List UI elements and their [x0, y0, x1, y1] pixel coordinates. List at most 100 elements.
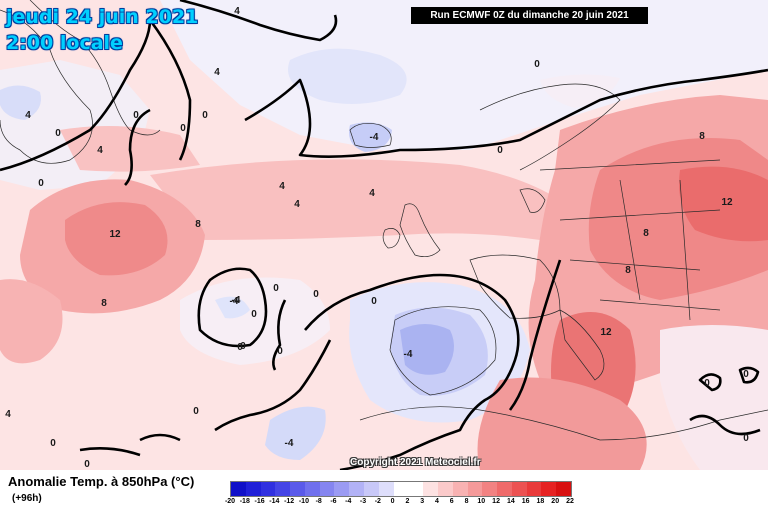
- contour-label: 0: [273, 283, 279, 294]
- scandinavia-outline: [479, 83, 621, 171]
- contour-label: 0: [313, 289, 319, 300]
- contour-label: 12: [600, 327, 612, 338]
- color-scale-swatch: [423, 482, 438, 496]
- color-scale-swatch: [349, 482, 365, 496]
- contour-label: 0: [55, 128, 61, 139]
- contour-label: -4: [232, 295, 241, 306]
- color-scale-swatch: [526, 482, 542, 496]
- eastern-europe-warm-core: [679, 166, 768, 242]
- contour-label: -4: [404, 349, 413, 360]
- azores-cold-patch: [215, 296, 250, 319]
- contour-label: 8: [195, 219, 201, 230]
- color-scale-swatch: [245, 482, 261, 496]
- north-atlantic-zero-contour: [244, 68, 768, 158]
- color-scale-tick-label: 4: [435, 498, 439, 505]
- contour-label: 8: [625, 265, 631, 276]
- canary-cold-patch: [265, 406, 326, 460]
- color-scale-tick-label: -16: [254, 498, 265, 505]
- west-atlantic-warm-core: [65, 202, 168, 276]
- color-scale-tick-label: 22: [566, 498, 574, 505]
- color-scale-tick-label: -20: [224, 498, 236, 505]
- contour-label: 0: [371, 296, 377, 307]
- contour-label: 0: [251, 309, 257, 320]
- color-scale-swatch: [541, 482, 557, 496]
- contour-label: -4: [370, 132, 379, 143]
- color-scale-tick-label: -4: [345, 498, 352, 505]
- iceland-outline: [349, 123, 392, 148]
- color-scale-tick-label: 16: [521, 498, 530, 505]
- contour-label: 12: [721, 197, 733, 208]
- color-scale-tick-label: 12: [492, 498, 500, 505]
- color-scale-swatch: [304, 482, 320, 496]
- contour-label: 0: [180, 123, 186, 134]
- iberia-zero-contour: [304, 273, 520, 470]
- contour-label: 4: [369, 188, 375, 199]
- contour-label: 0: [202, 110, 208, 121]
- southwest-warm-patch: [0, 279, 63, 364]
- greenland-zero-contour: [0, 18, 192, 172]
- italy-outline: [559, 309, 605, 381]
- color-scale-swatch: [378, 482, 394, 496]
- contour-label: 0: [193, 406, 199, 417]
- zero-isolines: [0, 0, 768, 470]
- contour-label: 0: [38, 178, 44, 189]
- color-scale-tick-label: -8: [315, 498, 322, 505]
- temperature-anomaly-map: 4 4 0 0 4 0 0 0 4 0 -4 4 4 8 12 8 0 -4 0…: [0, 0, 768, 470]
- north-africa-coast: [359, 406, 768, 441]
- model-run-label: Run ECMWF 0Z du dimanche 20 juin 2021: [411, 7, 648, 24]
- color-scale-swatch: [408, 482, 424, 496]
- contour-label: 8: [101, 298, 107, 309]
- forecast-lead-time: (+96h): [12, 493, 42, 504]
- azores-zero-contour: [197, 267, 268, 348]
- greenland-inner-contour: [124, 108, 151, 186]
- color-scale-tick-label: -18: [239, 498, 250, 505]
- contour-label: -4: [285, 438, 294, 449]
- color-scale-tick-label: -6: [330, 498, 337, 505]
- contour-label: 4: [279, 181, 285, 192]
- color-scale-tick-label: 18: [536, 498, 545, 505]
- contour-label: 4: [25, 110, 31, 121]
- atlantic-warm-band: [150, 159, 560, 240]
- color-scale-swatch: [290, 482, 305, 496]
- contour-label: 0: [84, 459, 90, 470]
- south-atlantic-contour: [214, 339, 332, 432]
- color-scale-tick-label: 8: [464, 498, 469, 505]
- ireland-outline: [382, 228, 401, 249]
- color-scale-tick-label: 3: [420, 498, 425, 505]
- color-scale-swatch: [511, 482, 527, 496]
- color-scale-tick-label: -3: [359, 498, 367, 505]
- color-scale-tick-label: 0: [390, 498, 395, 505]
- color-scale-tick-label: 6: [449, 498, 454, 505]
- color-scale-swatch: [319, 482, 335, 496]
- great-britain-outline: [399, 203, 441, 257]
- contour-label: 12: [109, 229, 121, 240]
- coastlines: [0, 0, 768, 441]
- contour-label: 0: [704, 378, 710, 389]
- valid-date: jeudi 24 juin 2021: [6, 6, 199, 28]
- baffin-cold-patch: [0, 85, 41, 120]
- contour-label: 8: [699, 131, 705, 142]
- contour-label: 0: [240, 341, 246, 352]
- valid-time: 2:00 locale: [6, 32, 123, 54]
- contour-label: 0: [534, 59, 540, 70]
- color-scale-tick-label: -10: [298, 498, 309, 505]
- color-scale-tick-label: 2: [405, 498, 410, 505]
- contour-label: 4: [97, 145, 103, 156]
- contour-label: 0: [743, 369, 749, 380]
- contour-label: 4: [5, 409, 11, 420]
- contour-label: 0: [497, 145, 503, 156]
- contour-label: 0: [133, 110, 139, 121]
- color-scale-swatch: [260, 482, 276, 496]
- east-med-zero-contours: [698, 366, 760, 392]
- contour-label: 4: [234, 6, 240, 17]
- contour-label: 0: [277, 346, 283, 357]
- greenland-east-coast: [29, 0, 161, 136]
- color-scale-tick-label: 14: [506, 498, 515, 505]
- color-scale-swatch: [437, 482, 453, 496]
- color-scale-swatch: [275, 482, 291, 496]
- contour-label: 0: [743, 433, 749, 444]
- contour-labels: 4 4 0 0 4 0 0 0 4 0 -4 4 4 8 12 8 0 -4 0…: [5, 6, 749, 470]
- azores-east-contour: [272, 299, 287, 371]
- southwest-contour: [79, 433, 181, 457]
